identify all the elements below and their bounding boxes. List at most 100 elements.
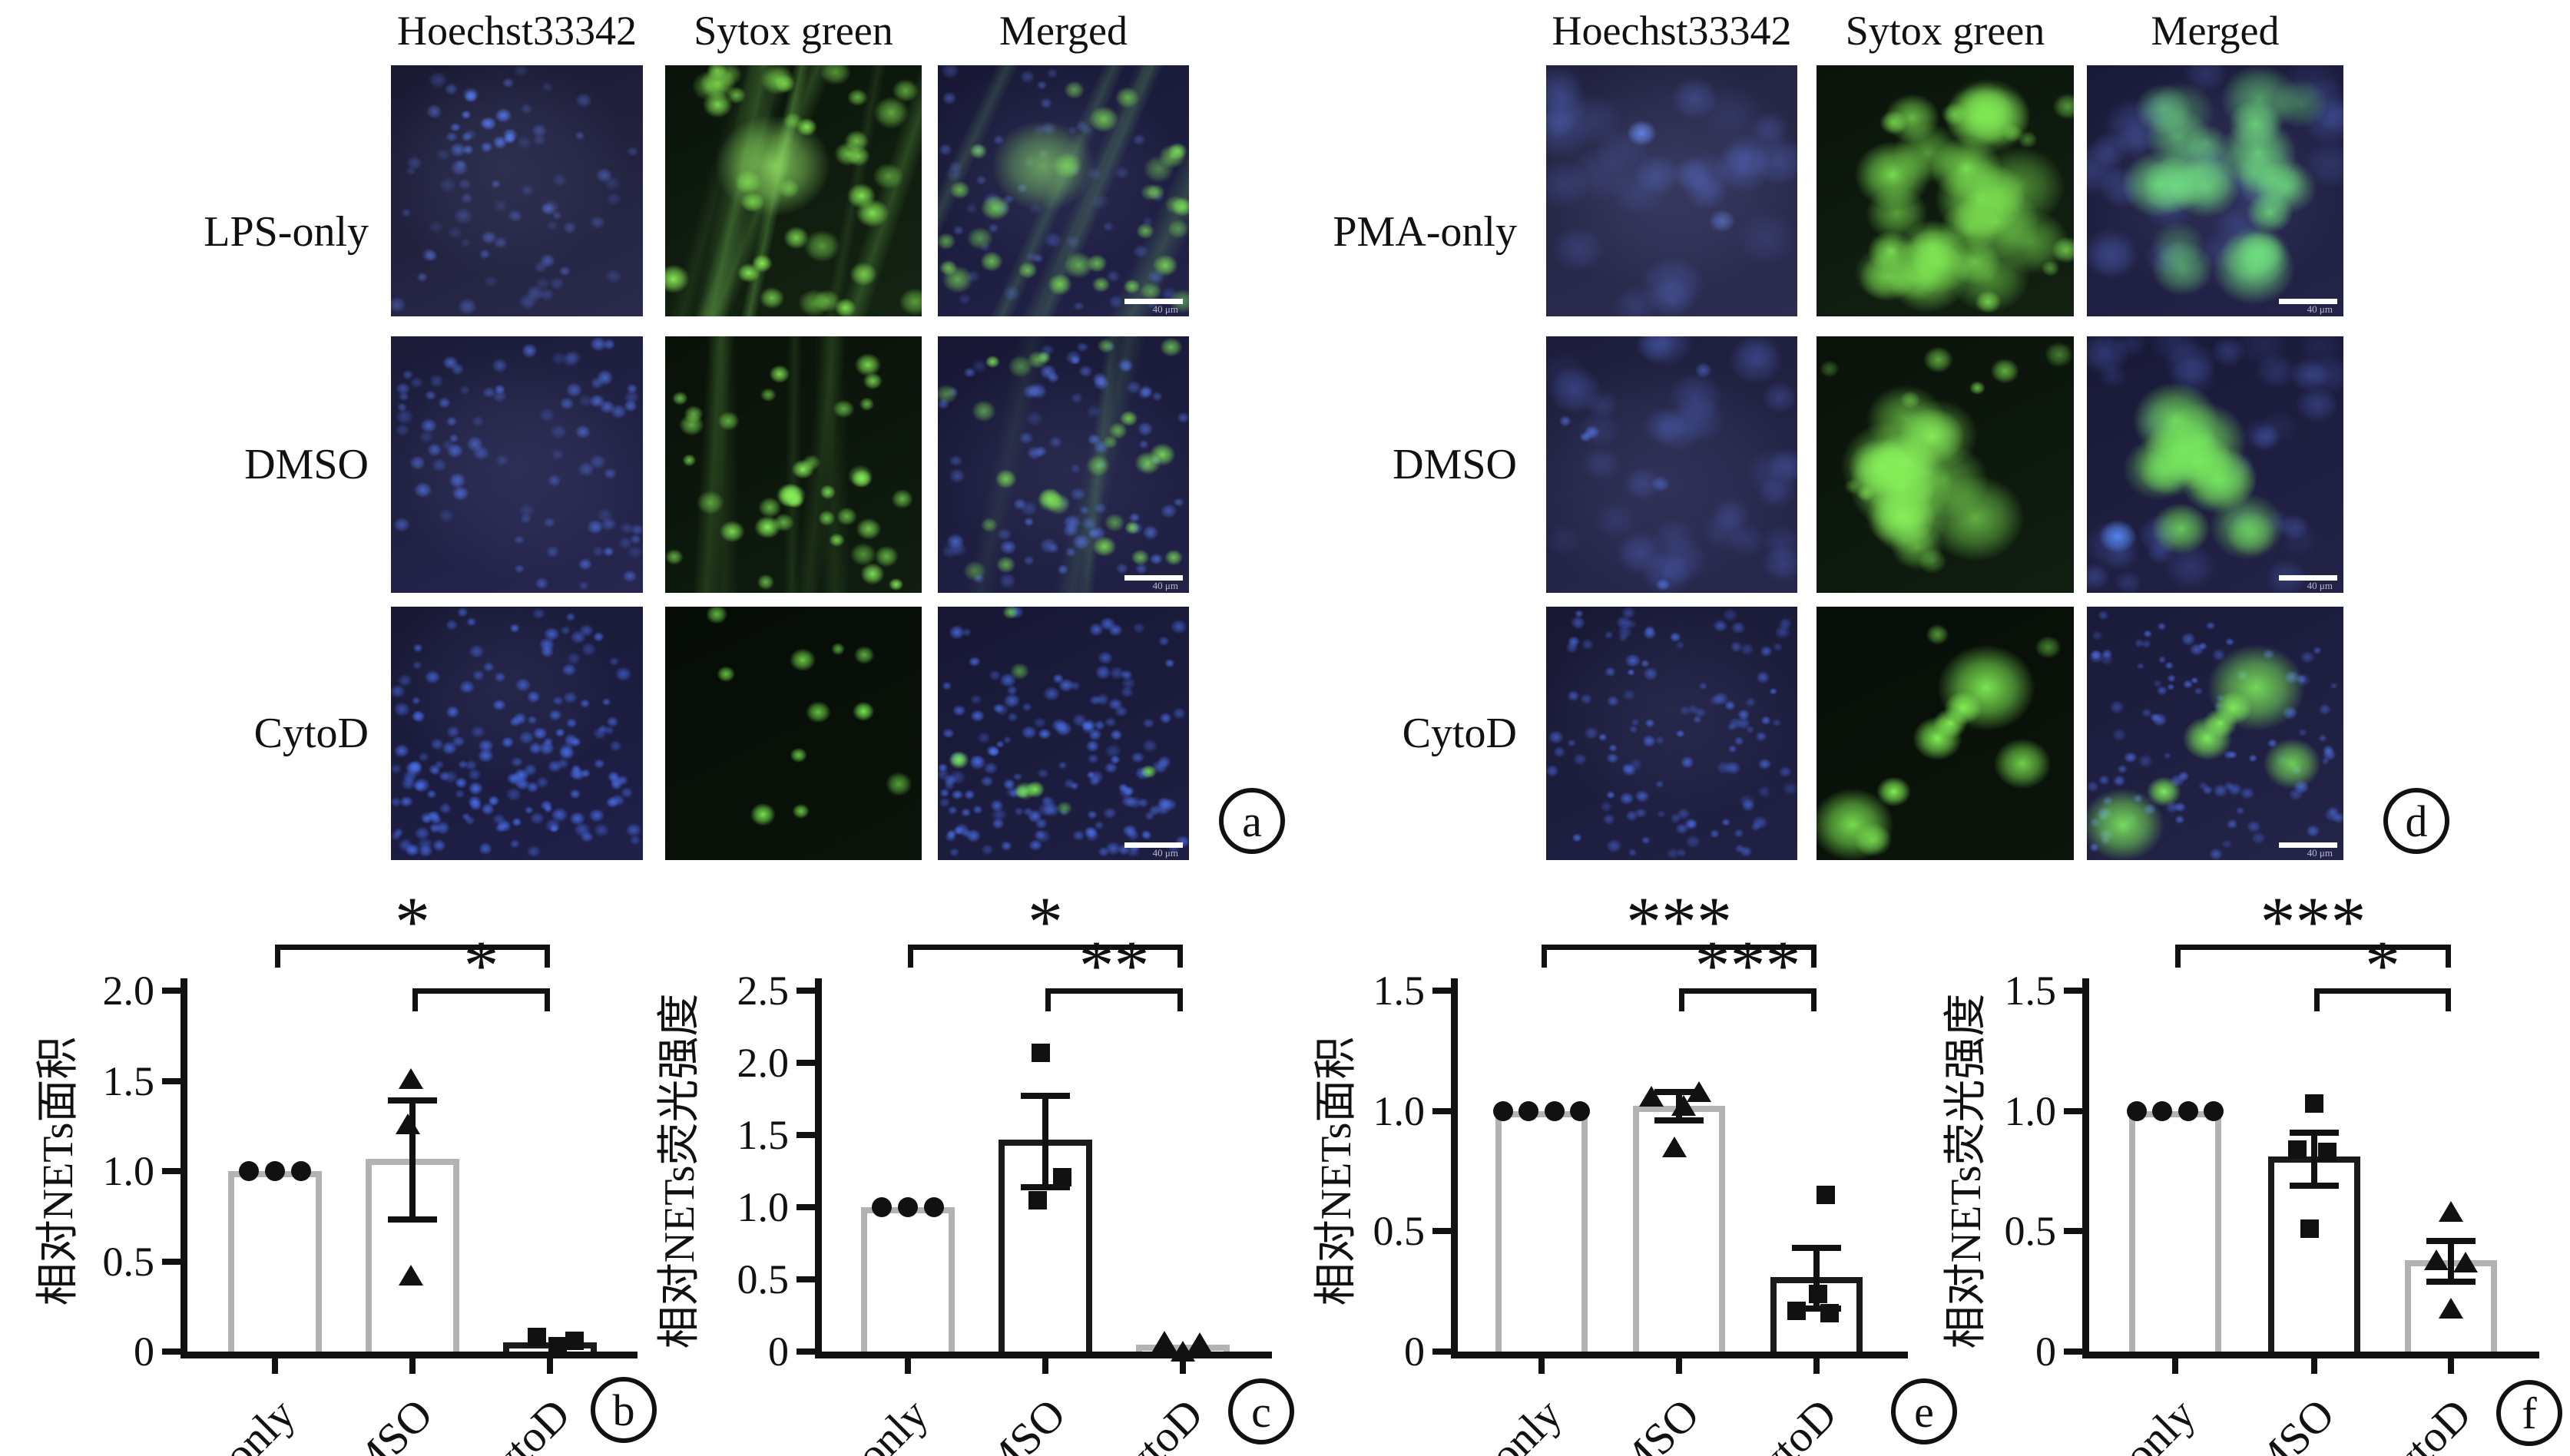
micrograph-pma-only-hoechst33342 xyxy=(1546,65,1797,316)
data-point-square xyxy=(2288,1140,2307,1159)
data-point-square xyxy=(1820,1303,1839,1322)
row-label-cytod: CytoD xyxy=(1402,710,1517,757)
error-bar-stem xyxy=(2448,1240,2454,1282)
micrograph-dmso-merged: 40 μm xyxy=(938,336,1189,593)
significance-label: * xyxy=(2365,926,2400,1004)
y-tick-label: 0.5 xyxy=(2004,1208,2057,1255)
bar-dmso xyxy=(2268,1157,2360,1352)
y-tick xyxy=(797,1060,815,1066)
significance-bracket-end xyxy=(412,988,418,1011)
data-point-circle xyxy=(1544,1100,1565,1121)
significance-bracket-end xyxy=(275,945,280,968)
column-header-hoechst33342: Hoechst33342 xyxy=(397,8,637,54)
data-point-circle xyxy=(2204,1100,2224,1121)
significance-bracket xyxy=(412,988,550,994)
error-bar-cap-bottom xyxy=(1021,1183,1070,1190)
data-point-circle xyxy=(2152,1100,2173,1121)
significance-bracket-end xyxy=(2175,945,2181,968)
scale-bar xyxy=(2279,299,2337,304)
y-tick xyxy=(797,1204,815,1210)
panel-letter-b: b xyxy=(591,1377,657,1443)
y-tick xyxy=(162,1168,180,1174)
data-point-triangle xyxy=(398,1265,423,1286)
x-tick xyxy=(547,1358,553,1374)
data-point-square xyxy=(565,1331,584,1350)
x-tick xyxy=(1676,1358,1682,1374)
micrograph-cytod-sytox-green xyxy=(1817,607,2074,860)
data-point-triangle xyxy=(1171,1341,1195,1362)
micrograph-cytod-hoechst33342 xyxy=(1546,607,1797,860)
bar-pma-only xyxy=(2129,1110,2221,1352)
significance-label: *** xyxy=(1694,926,1801,1004)
micrograph-dmso-hoechst33342 xyxy=(1546,336,1797,593)
panel-letter-e: e xyxy=(1891,1378,1957,1444)
data-point-triangle xyxy=(398,1068,423,1090)
data-point-square xyxy=(527,1328,546,1347)
row-label-pma-only: PMA-only xyxy=(1333,208,1517,256)
x-axis xyxy=(2082,1352,2539,1358)
error-bar-stem xyxy=(1813,1248,1820,1309)
y-tick xyxy=(1432,1228,1451,1235)
y-axis xyxy=(180,978,187,1358)
error-bar-cap-top xyxy=(1021,1093,1070,1100)
y-tick xyxy=(2064,1228,2082,1235)
x-tick xyxy=(2448,1358,2454,1374)
micrograph-cytod-merged: 40 μm xyxy=(2087,607,2343,860)
column-header-merged: Merged xyxy=(999,8,1128,54)
y-tick xyxy=(162,1258,180,1265)
error-bar-cap-top xyxy=(2426,1237,2476,1244)
bar-lps-only xyxy=(228,1171,322,1352)
scale-bar-label: 40 μm xyxy=(2307,580,2333,591)
significance-bracket-end xyxy=(1811,945,1817,968)
x-tick xyxy=(2172,1358,2178,1374)
y-axis xyxy=(2082,978,2089,1358)
y-tick-label: 0 xyxy=(2035,1329,2056,1375)
micrograph-dmso-sytox-green xyxy=(1817,336,2074,593)
significance-bracket-end xyxy=(1542,945,1547,968)
significance-bracket xyxy=(2314,988,2451,994)
panel-letter-a: a xyxy=(1219,788,1285,854)
scale-bar xyxy=(1124,575,1183,581)
y-tick xyxy=(162,988,180,994)
y-tick-label: 0 xyxy=(1404,1329,1425,1375)
panel-letter-d: d xyxy=(2383,788,2449,854)
y-tick-label: 1.5 xyxy=(2004,968,2057,1014)
y-tick xyxy=(2064,988,2082,994)
column-header-hoechst33342: Hoechst33342 xyxy=(1552,8,1792,54)
micrograph-lps-only-hoechst33342 xyxy=(391,65,643,316)
micrograph-lps-only-sytox-green xyxy=(665,65,922,316)
scale-bar-label: 40 μm xyxy=(1152,303,1178,315)
data-point-circle xyxy=(2178,1100,2198,1121)
x-tick xyxy=(1042,1358,1048,1374)
data-point-circle xyxy=(1492,1100,1513,1121)
scale-bar-label: 40 μm xyxy=(1152,847,1178,859)
data-point-square xyxy=(1052,1167,1071,1186)
significance-bracket-end xyxy=(1811,988,1817,1011)
error-bar-cap-top xyxy=(1654,1088,1704,1095)
y-tick xyxy=(797,1132,815,1138)
error-bar-cap-top xyxy=(1792,1245,1841,1252)
y-tick xyxy=(1432,988,1451,994)
data-point-square xyxy=(2317,1142,2337,1161)
significance-label: ** xyxy=(1078,926,1150,1004)
data-point-circle xyxy=(2126,1100,2147,1121)
error-bar-stem xyxy=(2311,1132,2317,1186)
significance-bracket-end xyxy=(1679,988,1684,1011)
data-point-square xyxy=(2305,1094,2323,1114)
data-point-square xyxy=(1787,1301,1806,1320)
data-point-square xyxy=(1809,1284,1828,1303)
y-tick xyxy=(1432,1107,1451,1114)
y-tick xyxy=(797,1276,815,1282)
x-tick-label-pma-only: PMA-only xyxy=(2007,1389,2204,1456)
bar-pma-only xyxy=(1495,1110,1588,1352)
y-tick-label: 2.0 xyxy=(102,968,155,1014)
data-point-triangle xyxy=(1662,1136,1687,1157)
significance-bracket-end xyxy=(2446,945,2451,968)
data-point-circle xyxy=(1570,1100,1591,1121)
y-tick xyxy=(797,1348,815,1355)
error-bar-stem xyxy=(1042,1096,1048,1187)
row-label-dmso: DMSO xyxy=(244,441,369,488)
y-tick xyxy=(162,1077,180,1084)
data-point-circle xyxy=(291,1161,312,1181)
